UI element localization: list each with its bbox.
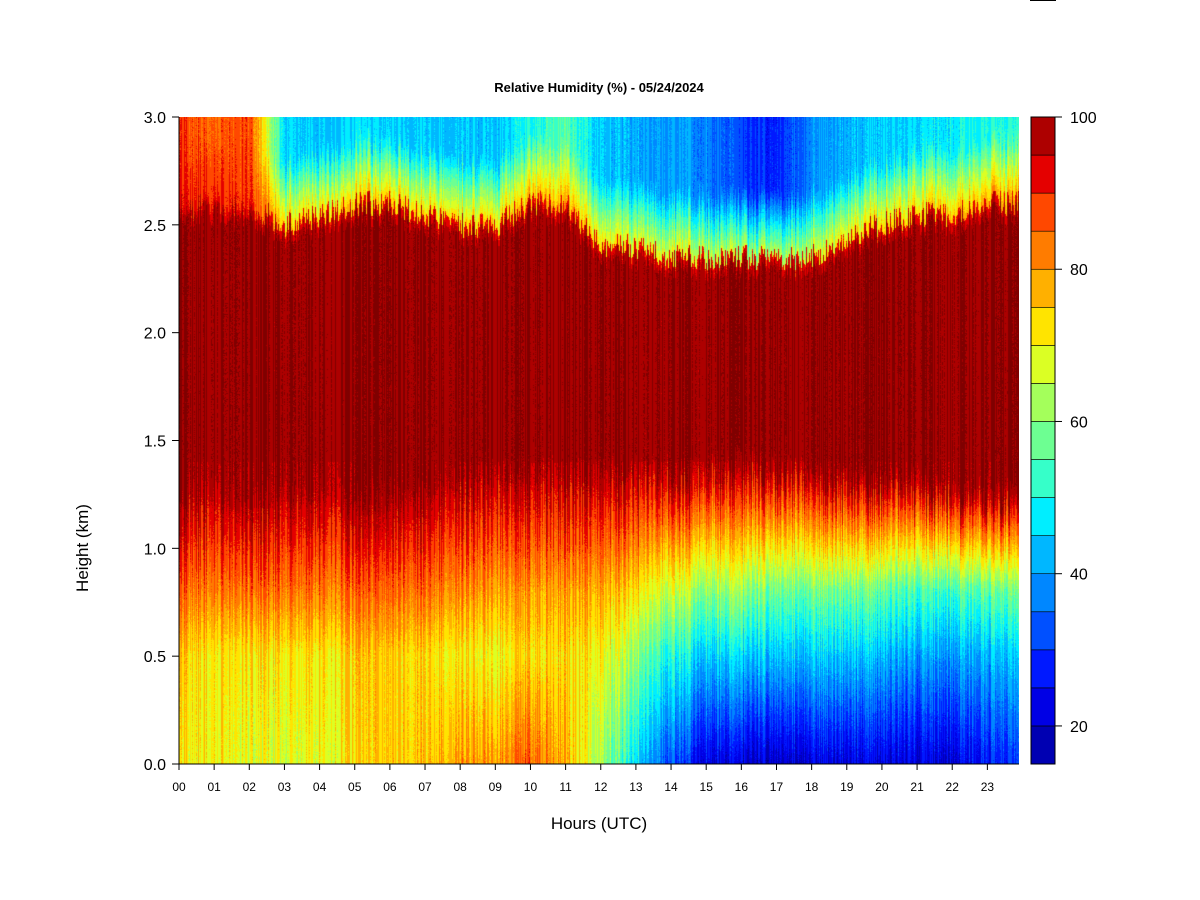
colorbar-segment [1030,192,1056,232]
x-tick-label: 13 [629,780,643,794]
colorbar-segment [1030,116,1056,156]
chart-title: Relative Humidity (%) - 05/24/2024 [494,80,704,95]
x-tick-label: 16 [735,780,749,794]
x-tick-label: 23 [981,780,995,794]
x-tick-label: 08 [453,780,467,794]
y-tick-label: 1.5 [144,434,166,451]
colorbar-frame [1030,116,1056,765]
colorbar-tick-label: 80 [1070,262,1088,279]
x-tick-label: 05 [348,780,362,794]
plot-area [179,117,1019,764]
colorbar-segment [1030,306,1056,346]
x-tick-label: 07 [418,780,432,794]
colorbar-segment [1030,383,1056,422]
colorbar-segment [1030,611,1056,651]
x-tick-label: 03 [278,780,292,794]
colorbar-segment [1030,230,1056,270]
colorbar-tick-label: 60 [1070,414,1088,431]
y-tick-label: 2.0 [144,326,166,343]
colorbar-segment [1030,345,1056,384]
y-tick-label: 3.0 [144,110,166,127]
corner-mark [1030,0,1056,1]
x-tick-label: 21 [910,780,924,794]
y-tick-label: 0.0 [144,757,166,774]
x-tick-label: 02 [243,780,257,794]
y-axis-label: Height (km) [73,504,92,592]
y-tick-label: 2.5 [144,218,166,235]
x-tick-label: 10 [524,780,538,794]
colorbar-segment [1030,687,1056,727]
colorbar-segment [1030,535,1056,575]
colorbar-segment [1030,459,1056,498]
x-axis: 00 01 02 03 04 05 06 07 08 09 10 11 12 13 14 15 16 17 18 19… [172,763,1019,794]
colorbar-segment [1030,649,1056,689]
y-tick-label: 0.5 [144,649,166,666]
colorbar-tick-label: 20 [1070,719,1088,736]
y-axis: 0.0 0.5 1.0 1.5 2.0 2.5 3.0 [144,110,180,774]
colorbar-tick-label: 100 [1070,110,1097,127]
colorbar-segment [1030,573,1056,613]
colorbar-segment [1030,154,1056,194]
colorbar-segment [1030,421,1056,460]
x-tick-label: 15 [700,780,714,794]
x-tick-label: 20 [875,780,889,794]
y-tick-label: 1.0 [144,541,166,558]
heatmap-image [179,117,1019,764]
x-tick-label: 00 [172,780,186,794]
colorbar-tick-label: 40 [1070,567,1088,584]
x-tick-label: 11 [559,780,572,794]
x-tick-label: 12 [594,780,608,794]
x-tick-label: 22 [946,780,960,794]
x-tick-label: 18 [805,780,819,794]
x-tick-label: 01 [207,780,221,794]
colorbar-segment [1030,497,1056,536]
x-tick-label: 14 [664,780,678,794]
colorbar-segment [1030,268,1056,308]
x-tick-label: 06 [383,780,397,794]
colorbar-segment [1030,725,1056,765]
x-tick-label: 04 [313,780,327,794]
x-tick-label: 09 [489,780,503,794]
x-tick-label: 17 [770,780,784,794]
x-axis-label: Hours (UTC) [551,814,647,833]
x-tick-label: 19 [840,780,854,794]
colorbar: 20 40 60 80 100 [1030,110,1097,765]
